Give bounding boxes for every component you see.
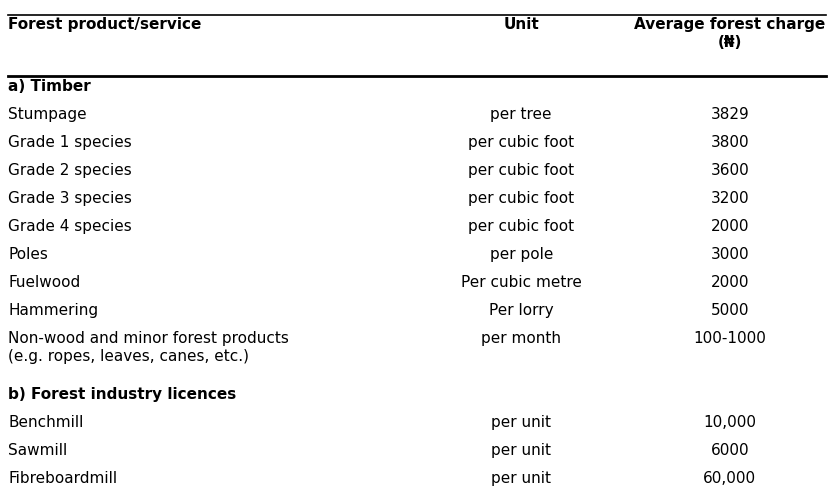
Text: per tree: per tree [490, 107, 552, 122]
Text: 100-1000: 100-1000 [693, 331, 766, 346]
Text: a) Timber: a) Timber [8, 79, 91, 93]
Text: 3829: 3829 [711, 107, 749, 122]
Text: per month: per month [481, 331, 561, 346]
Text: Grade 4 species: Grade 4 species [8, 219, 132, 234]
Text: per cubic foot: per cubic foot [468, 135, 575, 150]
Text: Forest product/service: Forest product/service [8, 17, 202, 32]
Text: per unit: per unit [491, 471, 551, 486]
Text: 3600: 3600 [711, 163, 749, 178]
Text: Average forest charge
(₦): Average forest charge (₦) [634, 17, 826, 50]
Text: Grade 1 species: Grade 1 species [8, 135, 132, 150]
Text: 5000: 5000 [711, 303, 749, 318]
Text: Fuelwood: Fuelwood [8, 275, 81, 290]
Text: Fibreboardmill: Fibreboardmill [8, 471, 118, 486]
Text: per cubic foot: per cubic foot [468, 191, 575, 206]
Text: Unit: Unit [504, 17, 539, 32]
Text: 2000: 2000 [711, 219, 749, 234]
Text: per cubic foot: per cubic foot [468, 219, 575, 234]
Text: Grade 2 species: Grade 2 species [8, 163, 132, 178]
Text: 6000: 6000 [711, 443, 749, 458]
Text: Sawmill: Sawmill [8, 443, 68, 458]
Text: per cubic foot: per cubic foot [468, 163, 575, 178]
Text: Per cubic metre: Per cubic metre [461, 275, 581, 290]
Text: per unit: per unit [491, 415, 551, 430]
Text: Stumpage: Stumpage [8, 107, 87, 122]
Text: Per lorry: Per lorry [489, 303, 554, 318]
Text: Non-wood and minor forest products
(e.g. ropes, leaves, canes, etc.): Non-wood and minor forest products (e.g.… [8, 331, 289, 364]
Text: 60,000: 60,000 [703, 471, 756, 486]
Text: Benchmill: Benchmill [8, 415, 83, 430]
Text: 2000: 2000 [711, 275, 749, 290]
Text: per unit: per unit [491, 443, 551, 458]
Text: Grade 3 species: Grade 3 species [8, 191, 133, 206]
Text: 3000: 3000 [711, 247, 749, 262]
Text: 3200: 3200 [711, 191, 749, 206]
Text: 3800: 3800 [711, 135, 749, 150]
Text: per pole: per pole [490, 247, 553, 262]
Text: Poles: Poles [8, 247, 48, 262]
Text: 10,000: 10,000 [703, 415, 756, 430]
Text: Hammering: Hammering [8, 303, 98, 318]
Text: b) Forest industry licences: b) Forest industry licences [8, 387, 237, 402]
